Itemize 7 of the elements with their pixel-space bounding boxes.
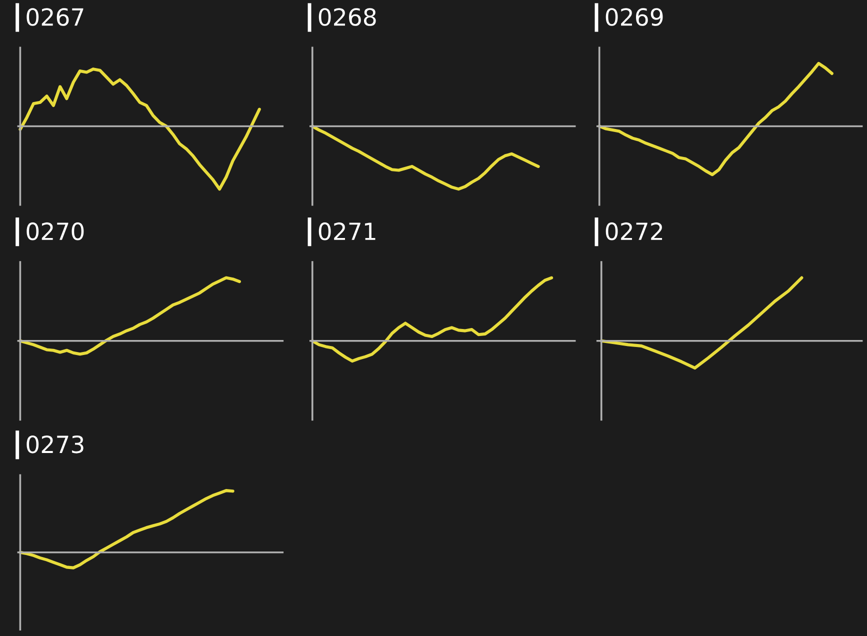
chart-title: 0269 [606, 8, 663, 26]
chart-title: 0267 [26, 8, 84, 26]
chart-title: 0272 [606, 222, 662, 240]
chart-title: 0268 [318, 8, 376, 26]
chart-title: 0271 [318, 222, 376, 240]
chart-title: 0273 [26, 435, 84, 454]
chart-title: 0270 [26, 222, 84, 240]
